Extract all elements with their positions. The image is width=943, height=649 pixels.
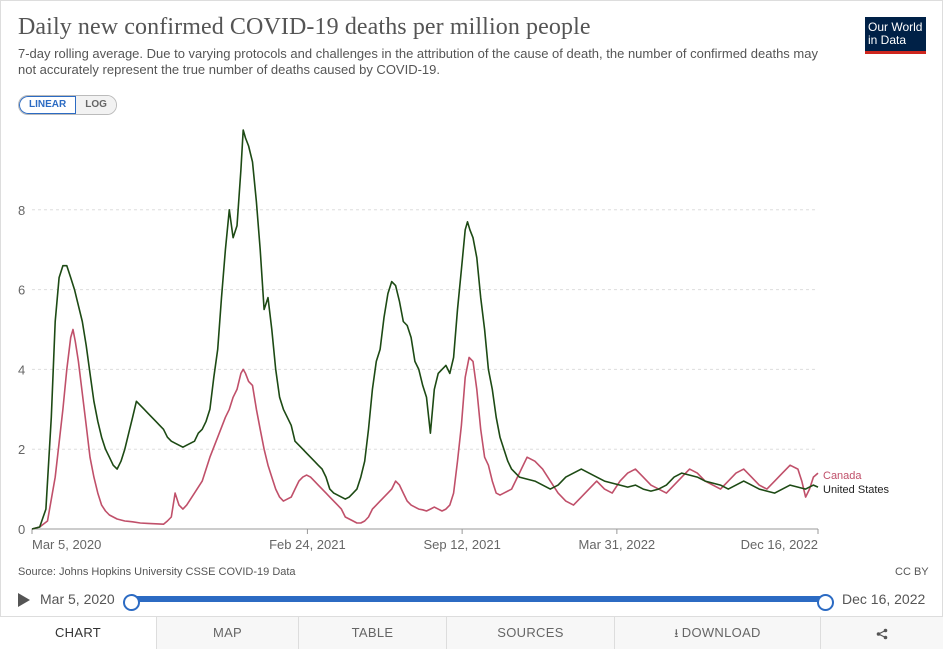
- logo-line-1: Our World: [868, 20, 923, 34]
- legend-label-canada: Canada: [823, 470, 862, 482]
- scale-toggle: LINEAR LOG: [18, 95, 117, 115]
- timeline-end-label: Dec 16, 2022: [842, 591, 926, 607]
- series-line-canada: [31, 328, 819, 530]
- y-tick-label: 6: [18, 283, 25, 298]
- log-scale-button[interactable]: LOG: [76, 96, 116, 114]
- y-tick-label: 8: [18, 203, 25, 218]
- logo-line-2: in Data: [868, 33, 907, 47]
- x-tick-label: Mar 5, 2020: [32, 537, 101, 552]
- source-note[interactable]: Source: Johns Hopkins University CSSE CO…: [18, 566, 296, 578]
- logo-accent-bar: [865, 51, 926, 54]
- x-tick-label: Feb 24, 2021: [269, 537, 346, 552]
- x-tick-label: Sep 12, 2021: [423, 537, 500, 552]
- tab-table[interactable]: TABLE: [298, 617, 446, 649]
- download-label: DOWNLOAD: [681, 625, 761, 640]
- tab-bar: CHART MAP TABLE SOURCES ⭳ DOWNLOAD: [0, 616, 943, 649]
- timeline-end-handle[interactable]: [817, 594, 834, 611]
- line-chart: 0 2 4 6 8 Mar 5, 2020 Feb 24, 2021 Sep 12, 2021…: [18, 129, 890, 552]
- share-icon: [876, 628, 888, 639]
- tab-chart[interactable]: CHART: [0, 617, 156, 649]
- tab-sources[interactable]: SOURCES: [446, 617, 614, 649]
- x-tick-label: Mar 31, 2022: [579, 537, 656, 552]
- tab-map[interactable]: MAP: [156, 617, 298, 649]
- linear-scale-button[interactable]: LINEAR: [19, 96, 77, 114]
- tab-share[interactable]: [820, 617, 943, 649]
- x-tick-label: Dec 16, 2022: [741, 537, 818, 552]
- series-line-united-states: [31, 129, 819, 530]
- timeline-track[interactable]: [123, 594, 834, 611]
- play-icon[interactable]: [18, 593, 30, 607]
- legend-label-united-states: United States: [823, 484, 890, 496]
- timeline-start-label: Mar 5, 2020: [40, 591, 115, 607]
- tab-download[interactable]: ⭳ DOWNLOAD: [614, 617, 820, 649]
- chart-subtitle: 7-day rolling average. Due to varying pr…: [18, 46, 818, 77]
- license-label[interactable]: CC BY: [895, 566, 929, 578]
- chart-title: Daily new confirmed COVID-19 deaths per …: [18, 14, 591, 40]
- timeline-slider: Mar 5, 2020 Dec 16, 2022: [18, 591, 928, 611]
- owid-logo[interactable]: Our World in Data: [865, 17, 926, 54]
- y-tick-label: 4: [18, 362, 25, 377]
- y-tick-label: 2: [18, 442, 25, 457]
- y-tick-label: 0: [18, 522, 25, 537]
- timeline-start-handle[interactable]: [123, 594, 140, 611]
- download-icon: ⭳: [674, 626, 679, 640]
